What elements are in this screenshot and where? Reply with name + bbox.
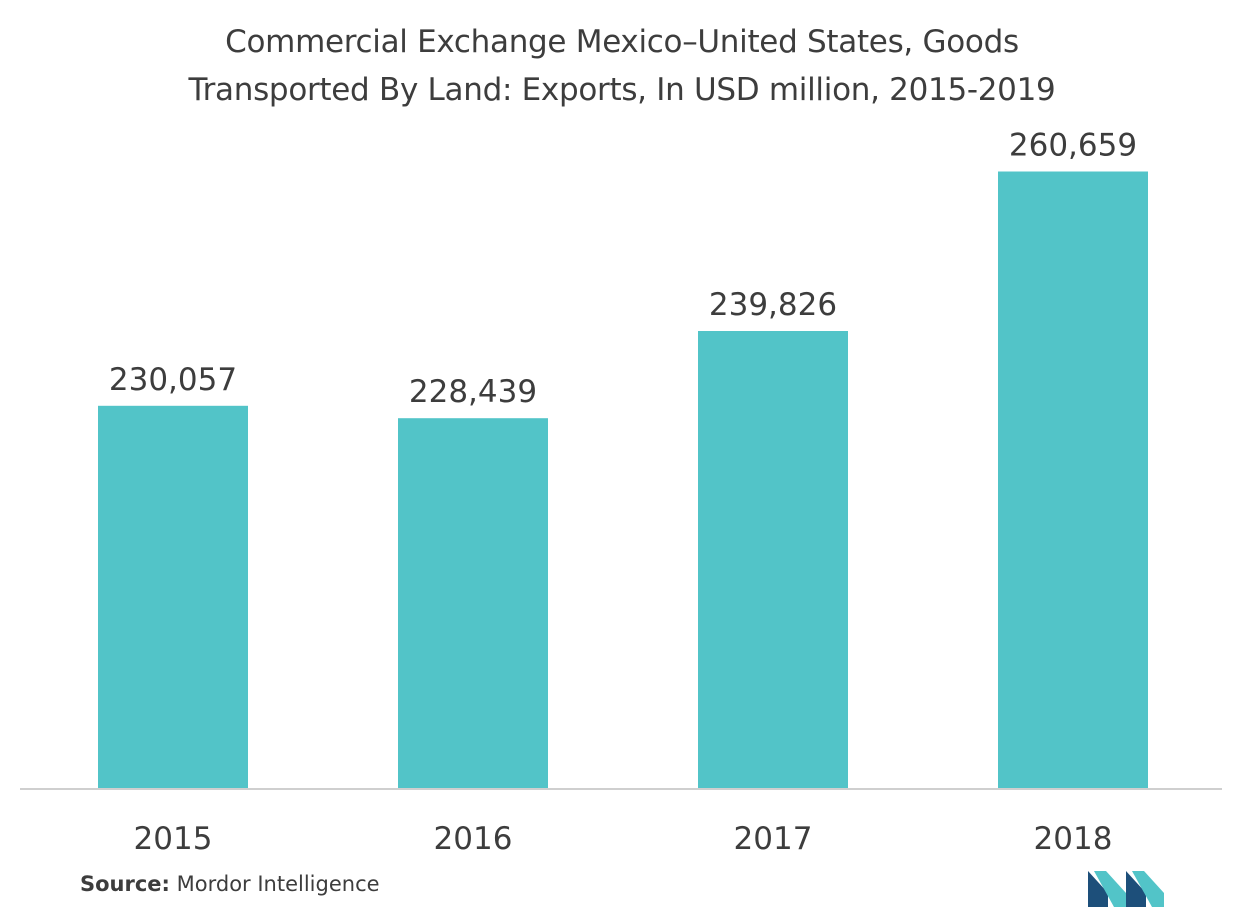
bar-2018 <box>998 171 1148 789</box>
logo-shape-right <box>1132 871 1164 907</box>
category-label-2017: 2017 <box>734 821 813 857</box>
category-label-2018: 2018 <box>1034 821 1113 857</box>
bar-2017 <box>698 331 848 789</box>
logo-shape-left <box>1088 871 1108 907</box>
value-label-2017: 239,826 <box>709 287 837 323</box>
value-label-2015: 230,057 <box>109 362 237 398</box>
chart-title: Commercial Exchange Mexico–United States… <box>0 18 1244 114</box>
mordor-intelligence-logo-icon <box>1088 871 1164 907</box>
value-labels-group: 230,057 228,439 239,826 260,659 <box>109 128 1137 411</box>
logo-shape-mid-right <box>1126 871 1146 907</box>
chart-title-line-2: Transported By Land: Exports, In USD mil… <box>188 72 1056 108</box>
bar-2015 <box>98 405 248 789</box>
source-label: Source: <box>80 872 170 896</box>
logo-shape-mid-left <box>1094 871 1126 907</box>
source-note: Source: Mordor Intelligence <box>80 872 380 896</box>
chart-title-line-1: Commercial Exchange Mexico–United States… <box>225 24 1019 60</box>
category-labels-group: 2015 2016 2017 2018 <box>134 821 1113 857</box>
bars-group <box>98 171 1148 789</box>
source-text: Mordor Intelligence <box>169 872 380 896</box>
category-label-2016: 2016 <box>434 821 513 857</box>
category-label-2015: 2015 <box>134 821 213 857</box>
bar-2016 <box>398 418 548 789</box>
value-label-2016: 228,439 <box>409 374 537 410</box>
value-label-2018: 260,659 <box>1009 128 1137 164</box>
